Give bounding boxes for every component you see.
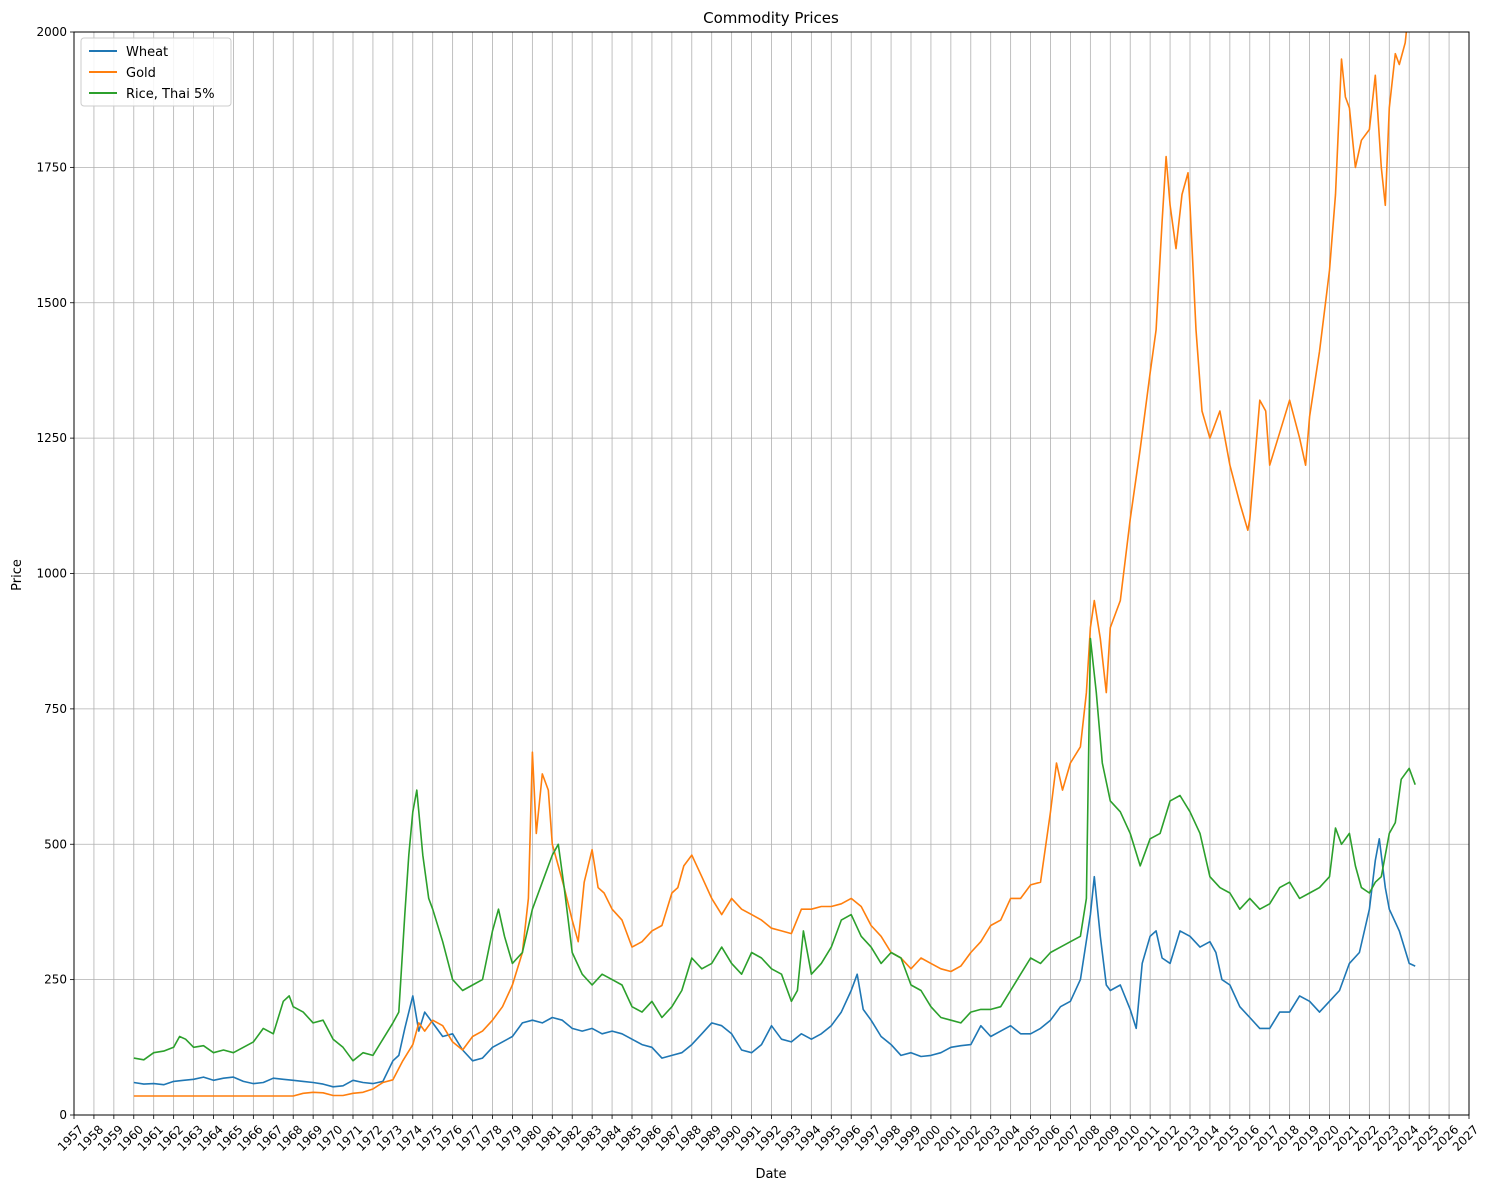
- y-tick-label: 1750: [36, 160, 67, 174]
- legend-label: Rice, Thai 5%: [126, 87, 215, 102]
- series-line-rice-thai-5: [133, 637, 1416, 1062]
- y-tick-label: 1250: [36, 431, 67, 445]
- legend-label: Wheat: [126, 45, 168, 60]
- y-tick-label: 2000: [36, 25, 67, 39]
- y-tick-label: 1000: [36, 567, 67, 581]
- legend-box: [80, 37, 232, 107]
- y-tick-label: 250: [44, 973, 67, 987]
- y-tick-label: 750: [44, 702, 67, 716]
- x-axis-label: Date: [755, 1167, 786, 1182]
- y-tick-label: 500: [44, 837, 67, 851]
- y-axis-label: Price: [10, 559, 25, 591]
- y-axis-ticks: 0 250 500 750 1000 1250 1500 1750 2000: [36, 25, 74, 1122]
- legend-label: Gold: [126, 66, 156, 81]
- chart-title: Commodity Prices: [703, 9, 839, 27]
- legend: Wheat Gold Rice, Thai 5%: [80, 37, 232, 107]
- y-tick-label: 1500: [36, 296, 67, 310]
- series-lines: [133, 32, 1416, 1097]
- y-tick-label: 0: [59, 1108, 67, 1122]
- series-line-wheat: [133, 838, 1416, 1088]
- grid-lines: [73, 31, 1470, 1116]
